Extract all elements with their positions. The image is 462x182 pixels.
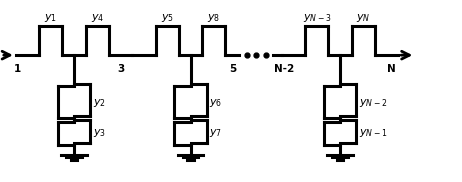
Text: $y_3$: $y_3$: [93, 127, 106, 139]
Text: N: N: [387, 64, 396, 74]
Text: $y_{N-1}$: $y_{N-1}$: [359, 127, 387, 139]
Text: $y_7$: $y_7$: [209, 127, 222, 139]
Text: $y_4$: $y_4$: [91, 12, 104, 24]
Text: N-2: N-2: [274, 64, 294, 74]
Text: $y_8$: $y_8$: [207, 12, 220, 24]
Text: $y_6$: $y_6$: [209, 97, 222, 109]
Text: 3: 3: [117, 64, 124, 74]
Text: $y_2$: $y_2$: [93, 97, 106, 109]
Text: $y_{N-3}$: $y_{N-3}$: [303, 12, 331, 24]
Text: 1: 1: [14, 64, 22, 74]
Text: $y_{N-2}$: $y_{N-2}$: [359, 97, 387, 109]
Text: $y_1$: $y_1$: [44, 12, 57, 24]
Text: 5: 5: [229, 64, 236, 74]
Text: $y_N$: $y_N$: [356, 12, 371, 24]
Text: $y_5$: $y_5$: [161, 12, 174, 24]
